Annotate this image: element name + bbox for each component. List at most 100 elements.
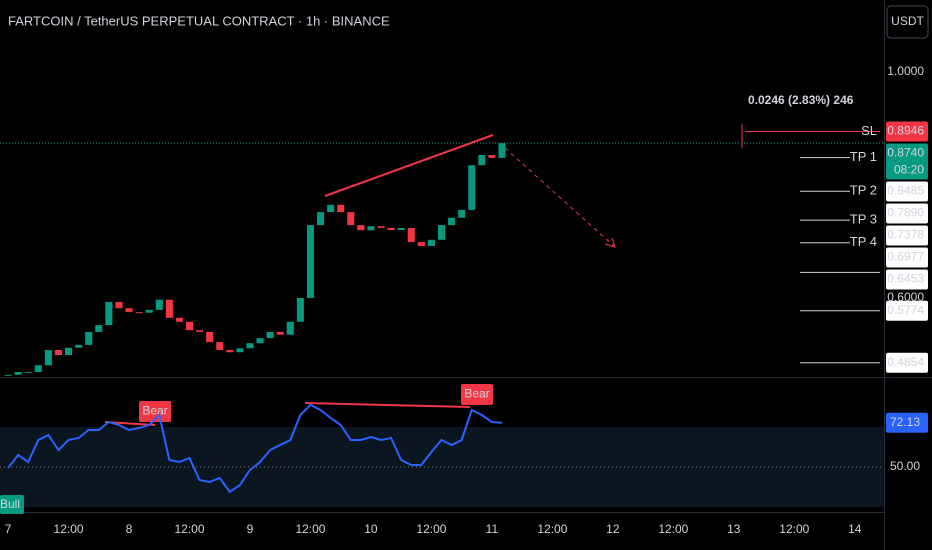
- price-label: 0.5774: [887, 303, 924, 317]
- candle: [24, 372, 32, 374]
- bear-label-box: [461, 384, 493, 405]
- x-tick-label: 13: [727, 522, 741, 536]
- x-tick-label: 12:00: [779, 522, 809, 536]
- x-tick-label: 9: [247, 522, 254, 536]
- candle: [85, 331, 93, 345]
- x-tick-label: 12:00: [658, 522, 688, 536]
- level-name: TP 1: [850, 149, 877, 164]
- price-label-box: [886, 225, 928, 246]
- bull-label: Bull: [0, 497, 20, 511]
- candle: [54, 349, 62, 356]
- candle: [427, 239, 435, 247]
- price-divergence: [324, 134, 494, 197]
- candle: [14, 372, 22, 375]
- currency-button[interactable]: [886, 5, 929, 39]
- candle: [337, 204, 345, 213]
- candle: [458, 209, 466, 218]
- candle: [135, 312, 143, 314]
- candle: [327, 204, 335, 213]
- candle: [236, 348, 244, 353]
- currency-button-label[interactable]: USDT: [891, 14, 924, 28]
- x-tick-label: 12:00: [295, 522, 325, 536]
- x-tick-label: 12: [606, 522, 620, 536]
- x-tick-label: 12:00: [416, 522, 446, 536]
- candle: [206, 331, 214, 343]
- chart-title: FARTCOIN / TetherUS PERPETUAL CONTRACT ·…: [8, 13, 390, 28]
- price-label: 0.7378: [887, 228, 924, 242]
- price-label-box: [886, 143, 928, 180]
- candle: [347, 212, 355, 226]
- price-label-box: [886, 300, 928, 321]
- bull-label-box: [0, 495, 24, 514]
- candle: [478, 155, 486, 166]
- price-label-box: [886, 247, 928, 268]
- price-label: 0.8485: [887, 184, 924, 198]
- candle: [387, 227, 395, 231]
- price-label-box: [886, 181, 928, 202]
- price-label: 0.7890: [887, 206, 924, 220]
- candle: [115, 301, 123, 309]
- candle: [498, 143, 506, 158]
- candle: [306, 225, 314, 299]
- x-tick-label: 14: [848, 522, 862, 536]
- candle: [296, 298, 304, 322]
- projection-arrow: [504, 147, 616, 248]
- candle: [4, 374, 12, 376]
- candle: [266, 331, 274, 339]
- candle: [175, 317, 183, 322]
- x-tick-label: 12:00: [537, 522, 567, 536]
- price-label-box: [886, 352, 928, 373]
- rsi-label: 72.13: [890, 415, 920, 429]
- candle: [377, 226, 385, 228]
- price-label: 0.4854: [887, 355, 924, 369]
- level-name: TP 3: [850, 212, 877, 227]
- candle: [437, 225, 446, 240]
- x-tick-label: 11: [486, 522, 499, 536]
- price-label-box: [886, 121, 928, 142]
- candle: [196, 330, 204, 332]
- projection-arrow-head: [604, 237, 616, 248]
- candle: [44, 349, 52, 366]
- level-name: TP 4: [850, 234, 877, 249]
- x-tick-label: 12:00: [174, 522, 204, 536]
- rsi-line: [7, 403, 503, 494]
- bear-label-box: [139, 401, 171, 422]
- candle: [226, 349, 234, 353]
- candle: [75, 344, 83, 348]
- price-label: 0.8740: [887, 146, 924, 160]
- candle: [357, 225, 365, 231]
- x-tick-label: 12:00: [54, 522, 84, 536]
- candle: [216, 342, 224, 350]
- candle: [417, 242, 425, 247]
- candle: [276, 331, 284, 335]
- countdown: 08:20: [894, 163, 924, 177]
- candle: [397, 227, 405, 231]
- candle: [448, 217, 456, 226]
- candle: [317, 212, 325, 226]
- x-tick-label: 8: [126, 522, 133, 536]
- rsi-label-box: [886, 412, 928, 433]
- price-label-box: [886, 203, 928, 224]
- candle: [125, 308, 133, 313]
- x-tick-label: 10: [364, 522, 378, 536]
- candle: [286, 321, 294, 335]
- price-label-box: [886, 269, 928, 290]
- x-tick-label: 7: [5, 522, 12, 536]
- candle: [105, 301, 113, 326]
- measurement: 0.0246 (2.83%) 246: [748, 93, 854, 107]
- candle: [246, 343, 254, 349]
- level-name: SL: [861, 123, 877, 138]
- y-tick-label: 0.6000: [887, 290, 924, 304]
- candle: [95, 325, 103, 332]
- candle: [407, 227, 415, 243]
- bear-label: Bear: [142, 404, 167, 418]
- candle: [155, 299, 163, 310]
- level-name: TP 2: [850, 183, 877, 198]
- candle: [488, 155, 496, 158]
- price-label: 0.6977: [887, 250, 924, 264]
- bear-label: Bear: [464, 387, 489, 401]
- candle: [165, 299, 173, 318]
- candle: [185, 321, 194, 331]
- rsi-divergence: [304, 402, 471, 408]
